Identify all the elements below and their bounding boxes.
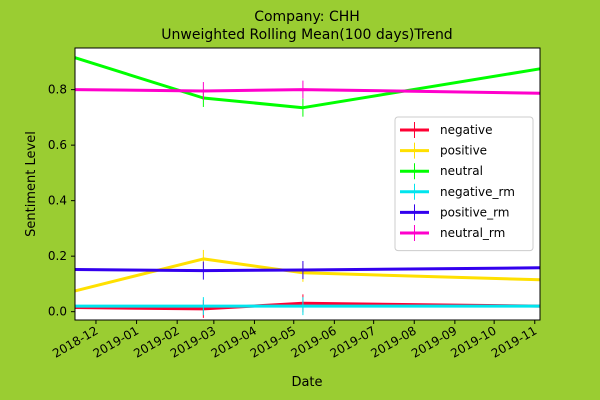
chart-subtitle: Unweighted Rolling Mean(100 days)Trend bbox=[161, 27, 452, 43]
legend-label-negative: negative bbox=[440, 123, 492, 137]
legend-label-negative-rm: negative_rm bbox=[440, 185, 515, 199]
chart-title: Company: CHH bbox=[254, 9, 360, 25]
y-tick-label: 0.8 bbox=[48, 83, 67, 97]
x-axis-label: Date bbox=[291, 375, 322, 390]
legend-label-neutral: neutral bbox=[440, 164, 483, 178]
legend-label-positive: positive bbox=[440, 144, 487, 158]
legend-label-neutral-rm: neutral_rm bbox=[440, 226, 505, 240]
y-tick-label: 0.0 bbox=[48, 305, 67, 319]
legend: negative positive neutral negative_rmpositi… bbox=[395, 117, 533, 251]
y-tick-label: 0.2 bbox=[48, 249, 67, 263]
y-tick-label: 0.4 bbox=[48, 194, 67, 208]
y-axis-label: Sentiment Level bbox=[24, 131, 39, 237]
y-tick-label: 0.6 bbox=[48, 138, 67, 152]
legend-label-positive-rm: positive_rm bbox=[440, 205, 509, 219]
